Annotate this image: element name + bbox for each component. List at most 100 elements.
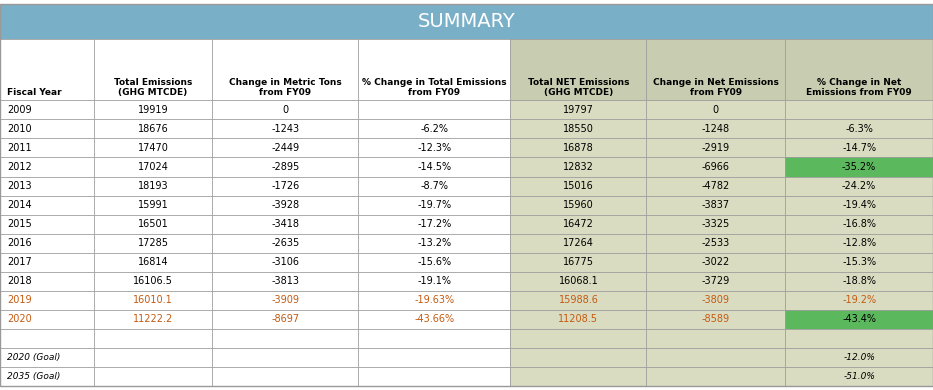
Text: 17264: 17264 [563,238,594,248]
Bar [358,158,510,177]
Bar [510,215,647,234]
Bar [786,367,933,386]
Bar [0,253,94,272]
Bar [510,329,647,348]
Bar [212,348,358,367]
Bar [358,272,510,291]
Bar [0,234,94,253]
Text: 15988.6: 15988.6 [559,295,598,305]
Text: -2919: -2919 [702,143,730,153]
Bar [358,196,510,215]
Text: 16814: 16814 [138,257,169,267]
Bar [0,291,94,310]
Bar [647,158,786,177]
Bar [786,138,933,158]
Bar [510,177,647,196]
Bar [94,234,212,253]
Text: -6.2%: -6.2% [420,124,448,134]
Text: 2012: 2012 [7,162,33,172]
Text: 2018: 2018 [7,277,32,286]
Text: 2013: 2013 [7,181,32,191]
Text: -8697: -8697 [272,314,299,324]
Bar [510,138,647,158]
Text: 17024: 17024 [138,162,169,172]
Bar [212,158,358,177]
Text: -3418: -3418 [272,219,299,229]
Text: 15960: 15960 [563,200,593,210]
Bar [212,196,358,215]
Text: -3928: -3928 [272,200,299,210]
Text: 17470: 17470 [138,143,169,153]
Text: -2635: -2635 [272,238,299,248]
Bar [510,367,647,386]
Bar [647,119,786,138]
Text: 0: 0 [713,105,719,115]
Text: -17.2%: -17.2% [417,219,452,229]
Bar [0,4,933,39]
Text: 15016: 15016 [563,181,593,191]
Text: 16068.1: 16068.1 [559,277,598,286]
Text: -4782: -4782 [702,181,730,191]
Bar [94,138,212,158]
Bar [647,138,786,158]
Bar [0,215,94,234]
Text: -12.8%: -12.8% [842,238,876,248]
Bar [786,177,933,196]
Bar [212,367,358,386]
Bar [0,329,94,348]
Bar [358,329,510,348]
Bar [94,272,212,291]
Text: -8.7%: -8.7% [420,181,448,191]
Text: % Change in Net
Emissions from FY09: % Change in Net Emissions from FY09 [806,78,912,97]
Bar [0,39,94,100]
Text: -1248: -1248 [702,124,730,134]
Text: 19797: 19797 [563,105,594,115]
Text: -2533: -2533 [702,238,730,248]
Text: 16472: 16472 [563,219,594,229]
Text: Total NET Emissions
(GHG MTCDE): Total NET Emissions (GHG MTCDE) [528,78,629,97]
Text: 0: 0 [282,105,288,115]
Bar [0,100,94,119]
Bar [786,196,933,215]
Bar [510,100,647,119]
Bar [212,39,358,100]
Text: -3106: -3106 [272,257,299,267]
Bar [786,272,933,291]
Text: -2895: -2895 [272,162,299,172]
Bar [786,329,933,348]
Bar [358,177,510,196]
Text: -43.66%: -43.66% [414,314,454,324]
Text: -3325: -3325 [702,219,730,229]
Bar [510,310,647,329]
Text: -19.63%: -19.63% [414,295,454,305]
Text: 16010.1: 16010.1 [133,295,173,305]
Text: SUMMARY: SUMMARY [418,12,515,31]
Text: -12.3%: -12.3% [417,143,452,153]
Bar [358,100,510,119]
Bar [94,310,212,329]
Text: -19.1%: -19.1% [417,277,452,286]
Bar [647,253,786,272]
Bar [647,196,786,215]
Bar [647,177,786,196]
Text: -3809: -3809 [702,295,730,305]
Bar [94,291,212,310]
Bar [0,367,94,386]
Text: Total Emissions
(GHG MTCDE): Total Emissions (GHG MTCDE) [114,78,192,97]
Bar [510,291,647,310]
Bar [647,39,786,100]
Bar [647,367,786,386]
Bar [786,348,933,367]
Text: 2017: 2017 [7,257,33,267]
Bar [647,234,786,253]
Text: 2019: 2019 [7,295,32,305]
Bar [0,310,94,329]
Bar [358,348,510,367]
Bar [0,138,94,158]
Bar [786,310,933,329]
Text: 17285: 17285 [137,238,169,248]
Text: -19.2%: -19.2% [842,295,876,305]
Bar [358,215,510,234]
Bar [647,100,786,119]
Bar [647,310,786,329]
